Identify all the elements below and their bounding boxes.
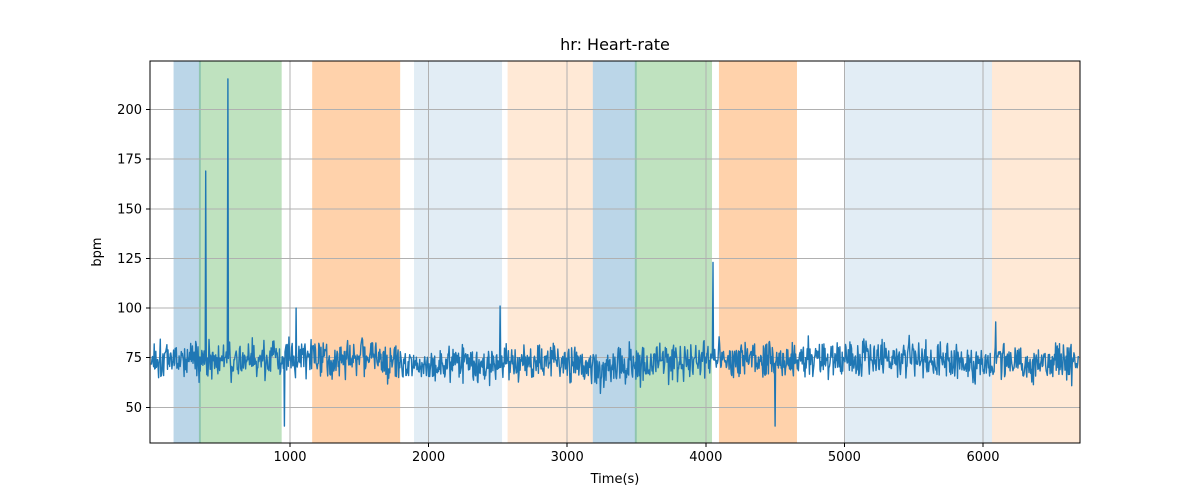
- x-axis-label: Time(s): [590, 472, 640, 487]
- y-tick-200: 200: [117, 103, 142, 118]
- y-tick-50: 50: [125, 401, 142, 416]
- highlight-bands: [173, 61, 1080, 443]
- y-axis-label: bpm: [90, 237, 105, 266]
- x-tick-1000: 1000: [273, 450, 306, 465]
- y-tick-175: 175: [117, 153, 142, 168]
- heart-rate-line: [150, 78, 1079, 427]
- x-tick-5000: 5000: [828, 450, 861, 465]
- x-tick-6000: 6000: [966, 450, 999, 465]
- y-tick-100: 100: [117, 302, 142, 317]
- y-tick-125: 125: [117, 252, 142, 267]
- segment-lightorange-2: [991, 61, 1080, 443]
- tick-marks-and-labels: 1000 2000 3000 4000 5000 6000 50 75 100 125 150 175…: [117, 103, 999, 465]
- axes-spines: [149, 60, 1081, 444]
- x-tick-3000: 3000: [551, 450, 584, 465]
- segment-green-2: [634, 61, 713, 443]
- y-tick-75: 75: [125, 351, 142, 366]
- chart-title: hr: Heart-rate: [560, 35, 670, 54]
- segment-lightblue-1: [414, 61, 503, 443]
- segment-blue-2: [592, 61, 637, 443]
- segment-green-1: [198, 61, 282, 443]
- segment-orange-2: [718, 61, 797, 443]
- segment-orange-1: [312, 61, 401, 443]
- segment-lightorange-1: [507, 61, 593, 443]
- y-tick-150: 150: [117, 202, 142, 217]
- segment-lightblue-2: [845, 61, 992, 443]
- series-hr: [150, 78, 1079, 427]
- grid-lines: [150, 61, 1080, 443]
- segment-blue-1: [173, 61, 201, 443]
- x-tick-2000: 2000: [412, 450, 445, 465]
- x-tick-4000: 4000: [689, 450, 722, 465]
